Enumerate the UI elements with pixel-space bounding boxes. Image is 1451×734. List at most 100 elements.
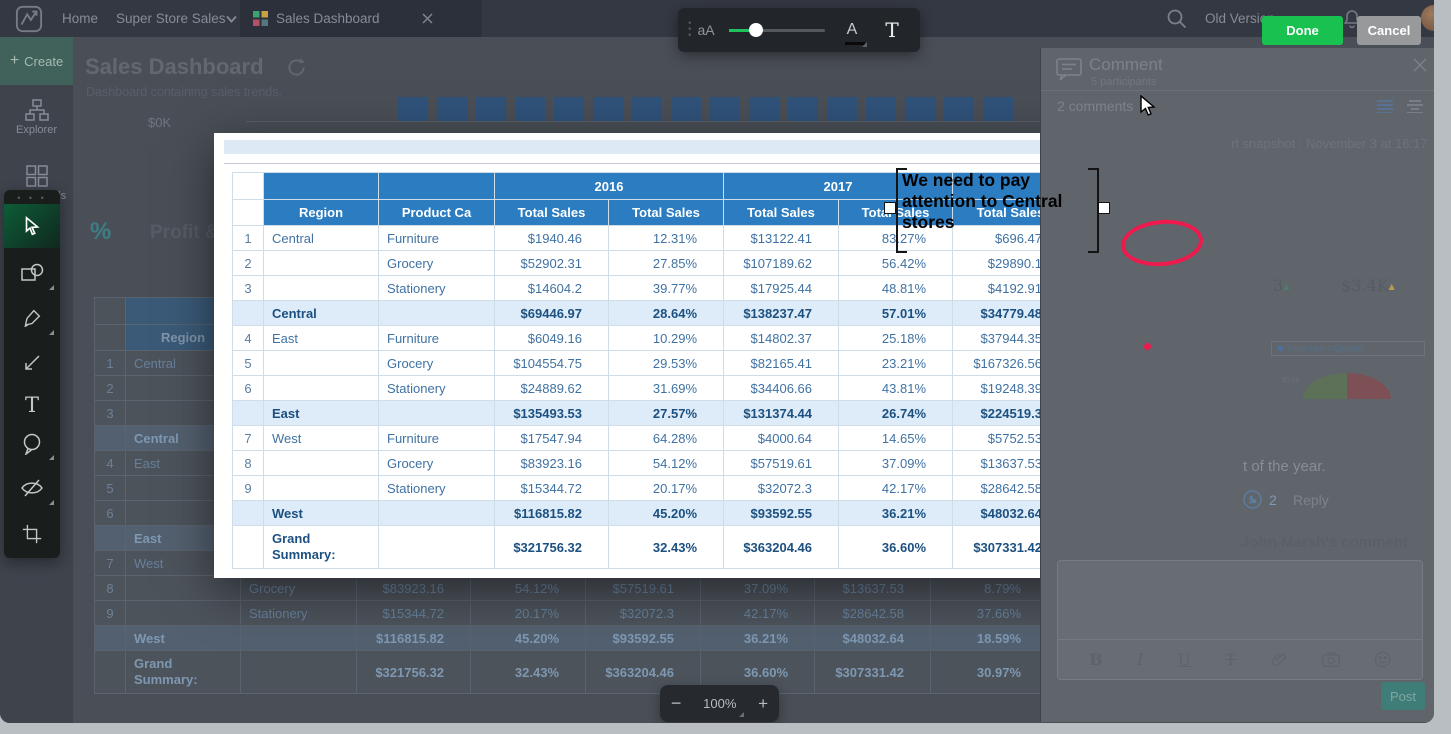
comment-input[interactable]: B I U T — [1057, 560, 1423, 680]
app-window: Home Super Store Sales Sales Dashboard O… — [0, 0, 1434, 723]
search-icon[interactable] — [1166, 8, 1187, 29]
region-cell — [263, 375, 379, 401]
row-number-cell: 4 — [94, 450, 126, 476]
header-spacer — [263, 172, 379, 200]
strikethrough-button[interactable]: T — [1225, 650, 1236, 669]
slider-knob[interactable] — [748, 22, 763, 37]
done-button[interactable]: Done — [1262, 16, 1343, 45]
arrow-tool[interactable] — [4, 341, 60, 385]
attach-icon[interactable] — [1270, 651, 1287, 668]
select-tool[interactable] — [4, 204, 60, 248]
table-row: Grand Summary: $321756.32 32.43% $363204.46 3… — [94, 650, 1048, 694]
value-cell: $116815.82 — [494, 500, 609, 526]
bar — [554, 97, 584, 121]
highlighter-tool[interactable] — [4, 296, 60, 340]
value-cell: $57519.61 — [585, 575, 701, 601]
sidebar-item-explorer[interactable]: Explorer — [0, 99, 73, 136]
composer-toolbar: B I U T — [1058, 639, 1422, 679]
column-header: Total Sales — [494, 199, 609, 226]
value-cell: 29.53% — [608, 350, 724, 376]
compact-view-icon[interactable] — [1407, 99, 1423, 113]
resize-handle-right[interactable] — [1098, 202, 1110, 214]
value-cell: $82165.41 — [723, 350, 839, 376]
zoom-level[interactable]: 100% — [703, 696, 745, 717]
region-cell — [125, 575, 241, 601]
bold-button[interactable]: B — [1089, 650, 1103, 669]
value-cell: $34406.66 — [723, 375, 839, 401]
list-view-icon[interactable] — [1377, 99, 1393, 113]
camera-icon[interactable] — [1321, 652, 1340, 667]
value-cell: $107189.62 — [723, 250, 839, 276]
avatar[interactable] — [1421, 5, 1434, 31]
value-cell: $15344.72 — [494, 475, 609, 501]
chart-axis-line — [246, 121, 1040, 122]
panel-close-icon[interactable] — [1413, 58, 1427, 72]
region-cell — [263, 275, 379, 301]
font-size-icon[interactable]: aA — [697, 22, 715, 38]
value-cell: 27.85% — [608, 250, 724, 276]
refresh-icon[interactable] — [287, 58, 306, 77]
dashboard-tab[interactable]: Sales Dashboard — [240, 0, 482, 37]
arrow-icon — [25, 355, 40, 370]
size-slider[interactable] — [728, 22, 825, 37]
zoom-in-button[interactable]: + — [758, 693, 769, 713]
old-version-link[interactable]: Old Version — [1205, 11, 1275, 26]
value-cell: 31.69% — [608, 375, 724, 401]
product-cell — [378, 525, 495, 569]
product-cell — [378, 300, 495, 326]
italic-button[interactable]: I — [1136, 650, 1144, 669]
row-number-cell: 2 — [94, 375, 126, 401]
legend-swatch — [1278, 346, 1283, 351]
zoom-out-button[interactable]: − — [670, 693, 682, 713]
create-button[interactable]: + Create — [0, 37, 73, 85]
font-color-button[interactable]: A — [844, 21, 868, 47]
text-tool[interactable]: T — [4, 383, 60, 427]
toolbar-drag-handle[interactable]: • • • — [688, 18, 692, 41]
comments-panel: Comment 5 participants 2 comments rt sna… — [1040, 48, 1434, 722]
reply-link[interactable]: Reply — [1293, 492, 1329, 508]
value-cell: $6049.16 — [494, 325, 609, 351]
comment-text: t of the year. — [1243, 458, 1326, 475]
tab-close-icon[interactable] — [422, 13, 433, 24]
value-cell: $93592.55 — [585, 625, 701, 651]
emoji-icon[interactable] — [1374, 651, 1391, 668]
bar — [476, 97, 506, 121]
product-cell — [378, 500, 495, 526]
page-subtitle: Dashboard containing sales trends. — [86, 85, 282, 99]
chevron-down-icon[interactable] — [226, 15, 237, 23]
post-button[interactable]: Post — [1381, 682, 1425, 710]
app-logo-icon[interactable] — [15, 5, 43, 33]
row-number-cell: 1 — [232, 225, 264, 251]
year-group-header: 2016 — [494, 172, 724, 200]
palette-drag-handle[interactable]: • • • — [17, 193, 47, 203]
value-cell: 27.57% — [608, 400, 724, 426]
annotation-dot — [1144, 343, 1151, 350]
shapes-tool[interactable] — [4, 251, 60, 295]
annotation-text[interactable]: We need to pay attention to Central stor… — [902, 170, 1063, 232]
callout-tool[interactable] — [4, 421, 60, 465]
row-number-cell: 1 — [94, 350, 126, 376]
home-link[interactable]: Home — [62, 11, 99, 26]
workspace-dropdown[interactable]: Super Store Sales — [116, 11, 226, 26]
bar — [827, 97, 857, 121]
product-cell: Stationery — [378, 275, 495, 301]
underline-button[interactable]: U — [1177, 650, 1192, 669]
hide-tool[interactable] — [4, 466, 60, 510]
row-number-header — [232, 172, 264, 200]
row-number-header — [94, 297, 126, 325]
cancel-button[interactable]: Cancel — [1357, 16, 1421, 45]
product-cell: Stationery — [240, 600, 357, 626]
value-cell: $57519.61 — [723, 450, 839, 476]
row-number-cell — [232, 525, 264, 569]
text-style-button[interactable]: T — [885, 18, 899, 42]
crop-tool[interactable] — [4, 512, 60, 556]
value-cell: $24889.62 — [494, 375, 609, 401]
divider — [1041, 90, 1434, 91]
bell-icon[interactable] — [1343, 9, 1361, 28]
like-icon[interactable] — [1243, 490, 1262, 509]
resize-handle-left[interactable] — [884, 202, 896, 214]
value-cell: $83923.16 — [494, 450, 609, 476]
